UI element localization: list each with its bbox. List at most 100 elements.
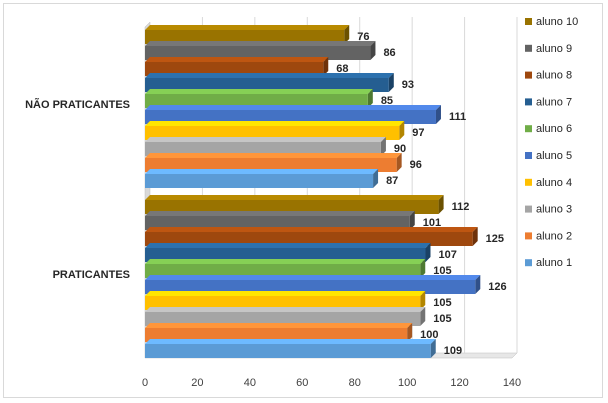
legend-item: aluno 6	[525, 123, 572, 135]
bar-top-face	[145, 227, 478, 232]
bar-front-face	[145, 110, 436, 124]
bar	[145, 323, 413, 342]
legend-item: aluno 1	[525, 257, 572, 269]
legend-swatch	[525, 98, 532, 106]
bar-side-face	[373, 169, 379, 188]
data-label: 101	[423, 217, 441, 229]
bar-side-face	[388, 73, 394, 92]
bar-front-face	[145, 248, 426, 262]
bar-front-face	[145, 328, 408, 342]
bar-top-face	[145, 211, 415, 216]
bar-side-face	[420, 259, 426, 278]
bar-side-face	[396, 153, 402, 172]
data-label: 125	[486, 233, 504, 245]
bar	[145, 105, 441, 124]
bar-front-face	[145, 232, 473, 246]
legend-label: aluno 8	[536, 70, 572, 82]
legend-swatch	[525, 125, 532, 133]
legend-swatch	[525, 232, 532, 240]
bar	[145, 275, 481, 294]
data-label: 100	[420, 329, 438, 341]
x-tick-label: 0	[142, 377, 148, 389]
bar-front-face	[145, 200, 439, 214]
bar-front-face	[145, 296, 421, 310]
bar-side-face	[407, 323, 413, 342]
legend-item: aluno 8	[525, 70, 572, 82]
x-tick-label: 80	[349, 377, 361, 389]
data-label: 105	[433, 313, 451, 325]
legend-label: aluno 3	[536, 204, 572, 216]
x-tick-label: 40	[244, 377, 256, 389]
bar	[145, 195, 444, 214]
bar-side-face	[420, 291, 426, 310]
bar-front-face	[145, 30, 345, 44]
legend-item: aluno 3	[525, 204, 572, 216]
bar-top-face	[145, 57, 329, 62]
legend-item: aluno 4	[525, 177, 572, 189]
legend-swatch	[525, 259, 532, 267]
bar-top-face	[145, 73, 394, 78]
bar	[145, 169, 379, 188]
bar-top-face	[145, 243, 431, 248]
bar	[145, 73, 394, 92]
data-label: 105	[433, 297, 451, 309]
bar-front-face	[145, 158, 397, 172]
x-tick-label: 120	[450, 377, 468, 389]
legend-label: aluno 1	[536, 257, 572, 269]
data-label: 93	[402, 79, 414, 91]
bar-top-face	[145, 259, 426, 264]
legend-item: aluno 2	[525, 230, 572, 242]
bar-top-face	[145, 137, 386, 142]
data-label: 126	[488, 281, 506, 293]
bar-front-face	[145, 264, 421, 278]
bar-side-face	[420, 307, 426, 326]
legend-item: aluno 9	[525, 43, 572, 55]
x-tick-label: 60	[296, 377, 308, 389]
legend-label: aluno 7	[536, 96, 572, 108]
bar	[145, 259, 426, 278]
bar	[145, 339, 436, 358]
bar-top-face	[145, 339, 436, 344]
legend-swatch	[525, 71, 532, 79]
bar	[145, 121, 405, 140]
bar-front-face	[145, 46, 371, 60]
bar	[145, 153, 402, 172]
bar	[145, 41, 376, 60]
bar-front-face	[145, 94, 368, 108]
legend-label: aluno 10	[536, 16, 578, 28]
data-label: 107	[438, 249, 456, 261]
data-label: 112	[452, 201, 470, 213]
bar-side-face	[438, 195, 444, 214]
bar-side-face	[475, 275, 481, 294]
data-label: 96	[410, 159, 422, 171]
bar	[145, 89, 373, 108]
bar	[145, 211, 415, 230]
data-label: 97	[412, 127, 424, 139]
bar-front-face	[145, 312, 421, 326]
x-tick-label: 140	[503, 377, 521, 389]
bar	[145, 57, 329, 76]
bar-front-face	[145, 174, 374, 188]
bar	[145, 243, 431, 262]
legend-swatch	[525, 18, 532, 25]
bar	[145, 137, 386, 156]
bar-top-face	[145, 195, 444, 200]
data-label: 90	[394, 143, 406, 155]
bar-top-face	[145, 121, 405, 126]
legend-label: aluno 4	[536, 177, 572, 189]
bar-front-face	[145, 62, 324, 76]
bar-side-face	[344, 25, 350, 44]
bar-top-face	[145, 323, 413, 328]
bar-front-face	[145, 216, 410, 230]
x-tick-label: 20	[191, 377, 203, 389]
legend-swatch	[525, 178, 532, 186]
legend-item: aluno 7	[525, 96, 572, 108]
bar-side-face	[430, 339, 436, 358]
data-label: 87	[386, 175, 398, 187]
bar	[145, 25, 350, 44]
bar	[145, 227, 478, 246]
bar-side-face	[399, 121, 405, 140]
bar-top-face	[145, 25, 350, 30]
bar-front-face	[145, 126, 400, 140]
bar-side-face	[370, 41, 376, 60]
